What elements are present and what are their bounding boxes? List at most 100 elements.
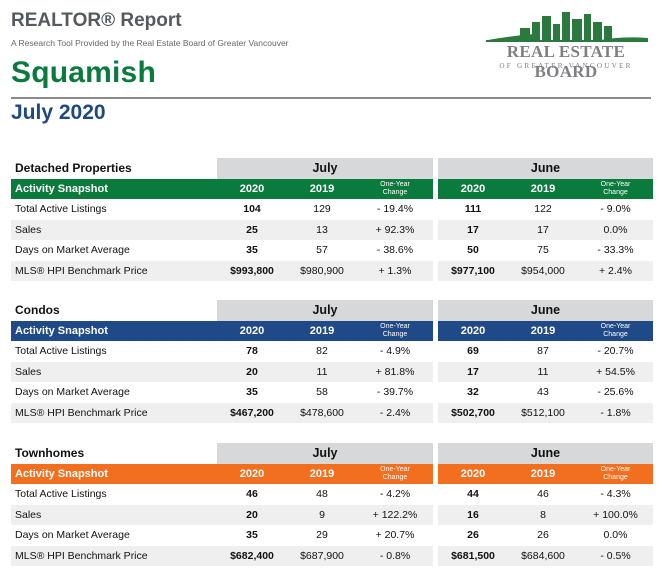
change-header-line1: One-Year xyxy=(380,466,410,474)
year-col-prior: 2019 xyxy=(508,179,578,200)
year-col-prior: 2019 xyxy=(287,321,357,342)
value-prev-2020: 32 xyxy=(438,382,508,403)
value-prev-2020: 50 xyxy=(438,240,508,261)
table-row: MLS® HPI Benchmark Price $467,200 $478,600… xyxy=(11,403,653,424)
value-current-2020: $467,200 xyxy=(217,403,287,424)
logo-subtitle: OF GREATER VANCOUVER xyxy=(480,62,652,70)
row-label: Total Active Listings xyxy=(11,199,217,220)
value-prev-2019: 26 xyxy=(508,525,578,546)
header-divider xyxy=(11,97,651,99)
row-label: Sales xyxy=(11,220,217,241)
section-title-row: Townhomes July June xyxy=(11,443,653,464)
year-col-prior: 2019 xyxy=(508,464,578,485)
month-header-previous: June xyxy=(438,300,653,321)
value-current-2019: 48 xyxy=(287,484,357,505)
activity-snapshot-label: Activity Snapshot xyxy=(11,321,217,342)
change-header-line2: Change xyxy=(603,331,628,339)
section-title: Detached Properties xyxy=(11,158,217,179)
row-label: Days on Market Average xyxy=(11,240,217,261)
value-current-2020: 20 xyxy=(217,362,287,383)
change-header-line1: One-Year xyxy=(380,323,410,331)
value-current-2019: 29 xyxy=(287,525,357,546)
row-label: Total Active Listings xyxy=(11,341,217,362)
change-header-line2: Change xyxy=(603,189,628,197)
value-current-2020: 35 xyxy=(217,382,287,403)
value-current-2020: 104 xyxy=(217,199,287,220)
row-label: Total Active Listings xyxy=(11,484,217,505)
change-current: + 1.3% xyxy=(357,261,433,282)
value-current-2019: 13 xyxy=(287,220,357,241)
snapshot-header-row: Activity Snapshot 2020 2019 One-Year Change 2… xyxy=(11,464,653,485)
year-col-prior: 2019 xyxy=(287,179,357,200)
year-col-prior: 2019 xyxy=(287,464,357,485)
value-prev-2019: 43 xyxy=(508,382,578,403)
table-row: Sales 25 13 + 92.3% 17 17 0.0% xyxy=(11,220,653,241)
row-label: MLS® HPI Benchmark Price xyxy=(11,261,217,282)
report-subtitle: A Research Tool Provided by the Real Est… xyxy=(11,38,289,48)
value-prev-2019: 8 xyxy=(508,505,578,526)
change-prev: 0.0% xyxy=(578,220,653,241)
table-row: Days on Market Average 35 29 + 20.7% 26 26 0.0… xyxy=(11,525,653,546)
value-prev-2019: $684,600 xyxy=(508,546,578,567)
section-title: Condos xyxy=(11,300,217,321)
change-current: - 4.9% xyxy=(357,341,433,362)
one-year-change-header: One-Year Change xyxy=(578,464,653,485)
change-current: - 2.4% xyxy=(357,403,433,424)
change-current: - 0.8% xyxy=(357,546,433,567)
table-row: Total Active Listings 104 129 - 19.4% 111 122… xyxy=(11,199,653,220)
value-prev-2020: 26 xyxy=(438,525,508,546)
year-col-current: 2020 xyxy=(438,464,508,485)
change-prev: - 0.5% xyxy=(578,546,653,567)
change-header-line1: One-Year xyxy=(380,181,410,189)
year-col-current: 2020 xyxy=(217,179,287,200)
row-label: Sales xyxy=(11,505,217,526)
value-prev-2020: $681,500 xyxy=(438,546,508,567)
value-current-2019: 57 xyxy=(287,240,357,261)
change-prev: + 100.0% xyxy=(578,505,653,526)
table-row: Sales 20 9 + 122.2% 16 8 + 100.0% xyxy=(11,505,653,526)
change-current: + 20.7% xyxy=(357,525,433,546)
one-year-change-header: One-Year Change xyxy=(578,179,653,200)
value-prev-2019: 75 xyxy=(508,240,578,261)
row-label: Days on Market Average xyxy=(11,382,217,403)
change-header-line1: One-Year xyxy=(601,181,631,189)
year-col-current: 2020 xyxy=(217,464,287,485)
activity-snapshot-label: Activity Snapshot xyxy=(11,179,217,200)
value-prev-2020: 16 xyxy=(438,505,508,526)
one-year-change-header: One-Year Change xyxy=(357,321,433,342)
value-current-2019: 9 xyxy=(287,505,357,526)
value-prev-2019: 87 xyxy=(508,341,578,362)
value-prev-2019: 11 xyxy=(508,362,578,383)
change-prev: 0.0% xyxy=(578,525,653,546)
value-current-2020: 35 xyxy=(217,240,287,261)
value-current-2019: $687,900 xyxy=(287,546,357,567)
value-current-2020: $993,800 xyxy=(217,261,287,282)
value-current-2020: 20 xyxy=(217,505,287,526)
month-header-current: July xyxy=(217,300,433,321)
change-current: - 38.6% xyxy=(357,240,433,261)
table-row: Sales 20 11 + 81.8% 17 11 + 54.5% xyxy=(11,362,653,383)
year-col-current: 2020 xyxy=(217,321,287,342)
value-prev-2020: 111 xyxy=(438,199,508,220)
change-header-line2: Change xyxy=(383,189,408,197)
snapshot-header-row: Activity Snapshot 2020 2019 One-Year Change 2… xyxy=(11,321,653,342)
value-current-2019: 82 xyxy=(287,341,357,362)
skyline-icon xyxy=(480,10,652,44)
table-row: Days on Market Average 35 58- 39.7% 32 43- 2… xyxy=(11,382,653,403)
value-prev-2020: 69 xyxy=(438,341,508,362)
change-prev: - 1.8% xyxy=(578,403,653,424)
table-row: Days on Market Average 35 57 - 38.6% 50 75 - 3… xyxy=(11,240,653,261)
value-current-2019: 129 xyxy=(287,199,357,220)
value-prev-2020: 44 xyxy=(438,484,508,505)
value-current-2019: 11 xyxy=(287,362,357,383)
report-date: July 2020 xyxy=(11,101,106,125)
row-label: Days on Market Average xyxy=(11,525,217,546)
month-header-previous: June xyxy=(438,443,653,464)
one-year-change-header: One-Year Change xyxy=(357,179,433,200)
year-col-current: 2020 xyxy=(438,179,508,200)
change-prev: - 25.6% xyxy=(578,382,653,403)
value-current-2019: 58 xyxy=(287,382,357,403)
change-current: - 19.4% xyxy=(357,199,433,220)
value-prev-2020: $502,700 xyxy=(438,403,508,424)
value-current-2020: $682,400 xyxy=(217,546,287,567)
